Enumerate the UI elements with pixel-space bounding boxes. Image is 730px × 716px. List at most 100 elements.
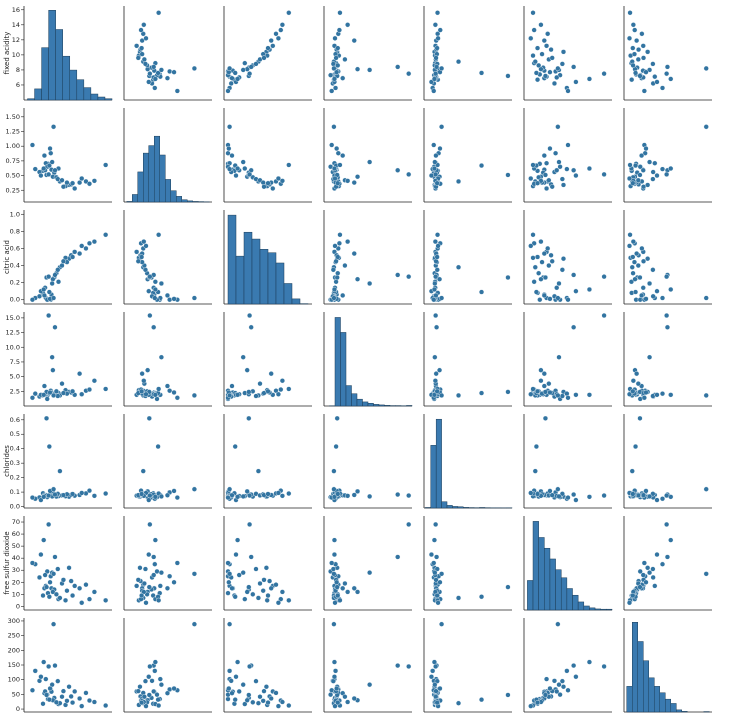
scatter-point xyxy=(406,492,412,499)
hist-bar xyxy=(594,608,601,611)
scatter-point xyxy=(630,254,636,260)
scatter-point xyxy=(703,124,709,130)
scatter-point xyxy=(59,694,65,700)
hist-bar xyxy=(259,249,269,305)
hist-bar xyxy=(251,238,261,305)
hist-bar xyxy=(532,521,539,611)
scatter-point xyxy=(643,296,649,302)
scatter-point xyxy=(268,371,274,377)
scatter-point xyxy=(155,443,161,450)
scatter-point xyxy=(536,62,542,69)
scatter-point xyxy=(434,45,440,51)
scatter-point xyxy=(433,577,439,583)
scatter-point xyxy=(650,566,656,572)
hist-bar xyxy=(27,98,35,101)
scatter-point xyxy=(247,312,253,319)
scatter-point xyxy=(242,60,248,66)
scatter-point xyxy=(545,31,551,37)
scatter-point xyxy=(275,391,282,397)
hist-bar xyxy=(430,445,437,509)
scatter-point xyxy=(46,162,52,169)
scatter-point xyxy=(573,288,579,294)
scatter-point xyxy=(541,292,547,299)
scatter-point xyxy=(42,572,48,578)
scatter-point xyxy=(335,150,341,156)
scatter-point xyxy=(257,381,263,387)
scatter-point xyxy=(233,674,239,680)
scatter-point xyxy=(554,167,560,173)
scatter-point xyxy=(630,378,636,384)
scatter-point xyxy=(556,682,562,688)
scatter-point xyxy=(586,165,593,172)
y-tick-label: 0.4 xyxy=(10,262,20,270)
scatter-point xyxy=(146,79,152,85)
scatter-point xyxy=(659,561,666,567)
hist-bar xyxy=(90,93,99,101)
hist-bar xyxy=(670,703,677,713)
scatter-point xyxy=(632,276,638,282)
scatter-point xyxy=(643,145,649,152)
hist-bar xyxy=(132,194,138,203)
scatter-point xyxy=(534,491,541,497)
scatter-point xyxy=(505,692,511,698)
scatter-point xyxy=(331,295,337,301)
scatter-point xyxy=(434,699,440,706)
scatter-point xyxy=(268,37,274,44)
scatter-point xyxy=(630,239,636,245)
scatter-point xyxy=(50,295,57,301)
scatter-point xyxy=(331,468,337,474)
scatter-point xyxy=(139,371,145,377)
scatter-point xyxy=(654,392,660,398)
scatter-point xyxy=(632,27,638,33)
scatter-point xyxy=(229,152,235,159)
y-tick-label: 14 xyxy=(12,21,20,29)
scatter-point xyxy=(335,491,341,497)
scatter-point xyxy=(29,494,36,501)
scatter-point xyxy=(542,274,549,281)
scatter-point xyxy=(533,289,540,295)
scatter-point xyxy=(627,10,633,16)
scatter-point xyxy=(533,443,540,450)
scatter-point xyxy=(83,690,89,696)
scatter-point xyxy=(286,597,292,603)
scatter-point xyxy=(60,258,67,264)
scatter-point xyxy=(534,254,541,260)
scatter-point xyxy=(554,74,560,81)
scatter-point xyxy=(629,264,635,270)
scatter-point xyxy=(244,488,250,494)
y-tick-label: 0 xyxy=(16,602,20,610)
y-axis-label: chlorides xyxy=(3,445,11,477)
scatter-point xyxy=(543,676,550,682)
scatter-point xyxy=(91,699,98,705)
scatter-point xyxy=(406,274,412,280)
scatter-point xyxy=(41,383,48,389)
scatter-point xyxy=(265,592,271,599)
scatter-point xyxy=(336,27,343,33)
scatter-point xyxy=(351,695,357,702)
scatter-point xyxy=(47,579,53,585)
scatter-point xyxy=(55,566,61,572)
hist-bar xyxy=(165,179,171,203)
scatter-point xyxy=(664,521,670,528)
scatter-point xyxy=(247,171,253,177)
scatter-point xyxy=(152,279,158,285)
scatter-point xyxy=(270,43,276,49)
scatter-point xyxy=(354,66,361,72)
scatter-point xyxy=(640,258,647,264)
scatter-point xyxy=(551,678,558,684)
scatter-point xyxy=(261,184,267,190)
scatter-point xyxy=(433,64,440,70)
scatter-point xyxy=(227,65,233,72)
scatter-point xyxy=(240,493,246,500)
scatter-point xyxy=(434,678,440,684)
scatter-point xyxy=(354,488,361,494)
scatter-point xyxy=(146,497,152,503)
hist-bar xyxy=(643,660,649,713)
scatter-point xyxy=(151,554,157,560)
scatter-point xyxy=(354,276,361,282)
scatter-point xyxy=(69,592,76,599)
scatter-point xyxy=(340,585,346,591)
scatter-point xyxy=(547,488,553,494)
scatter-point xyxy=(138,27,144,33)
scatter-point xyxy=(227,124,233,130)
